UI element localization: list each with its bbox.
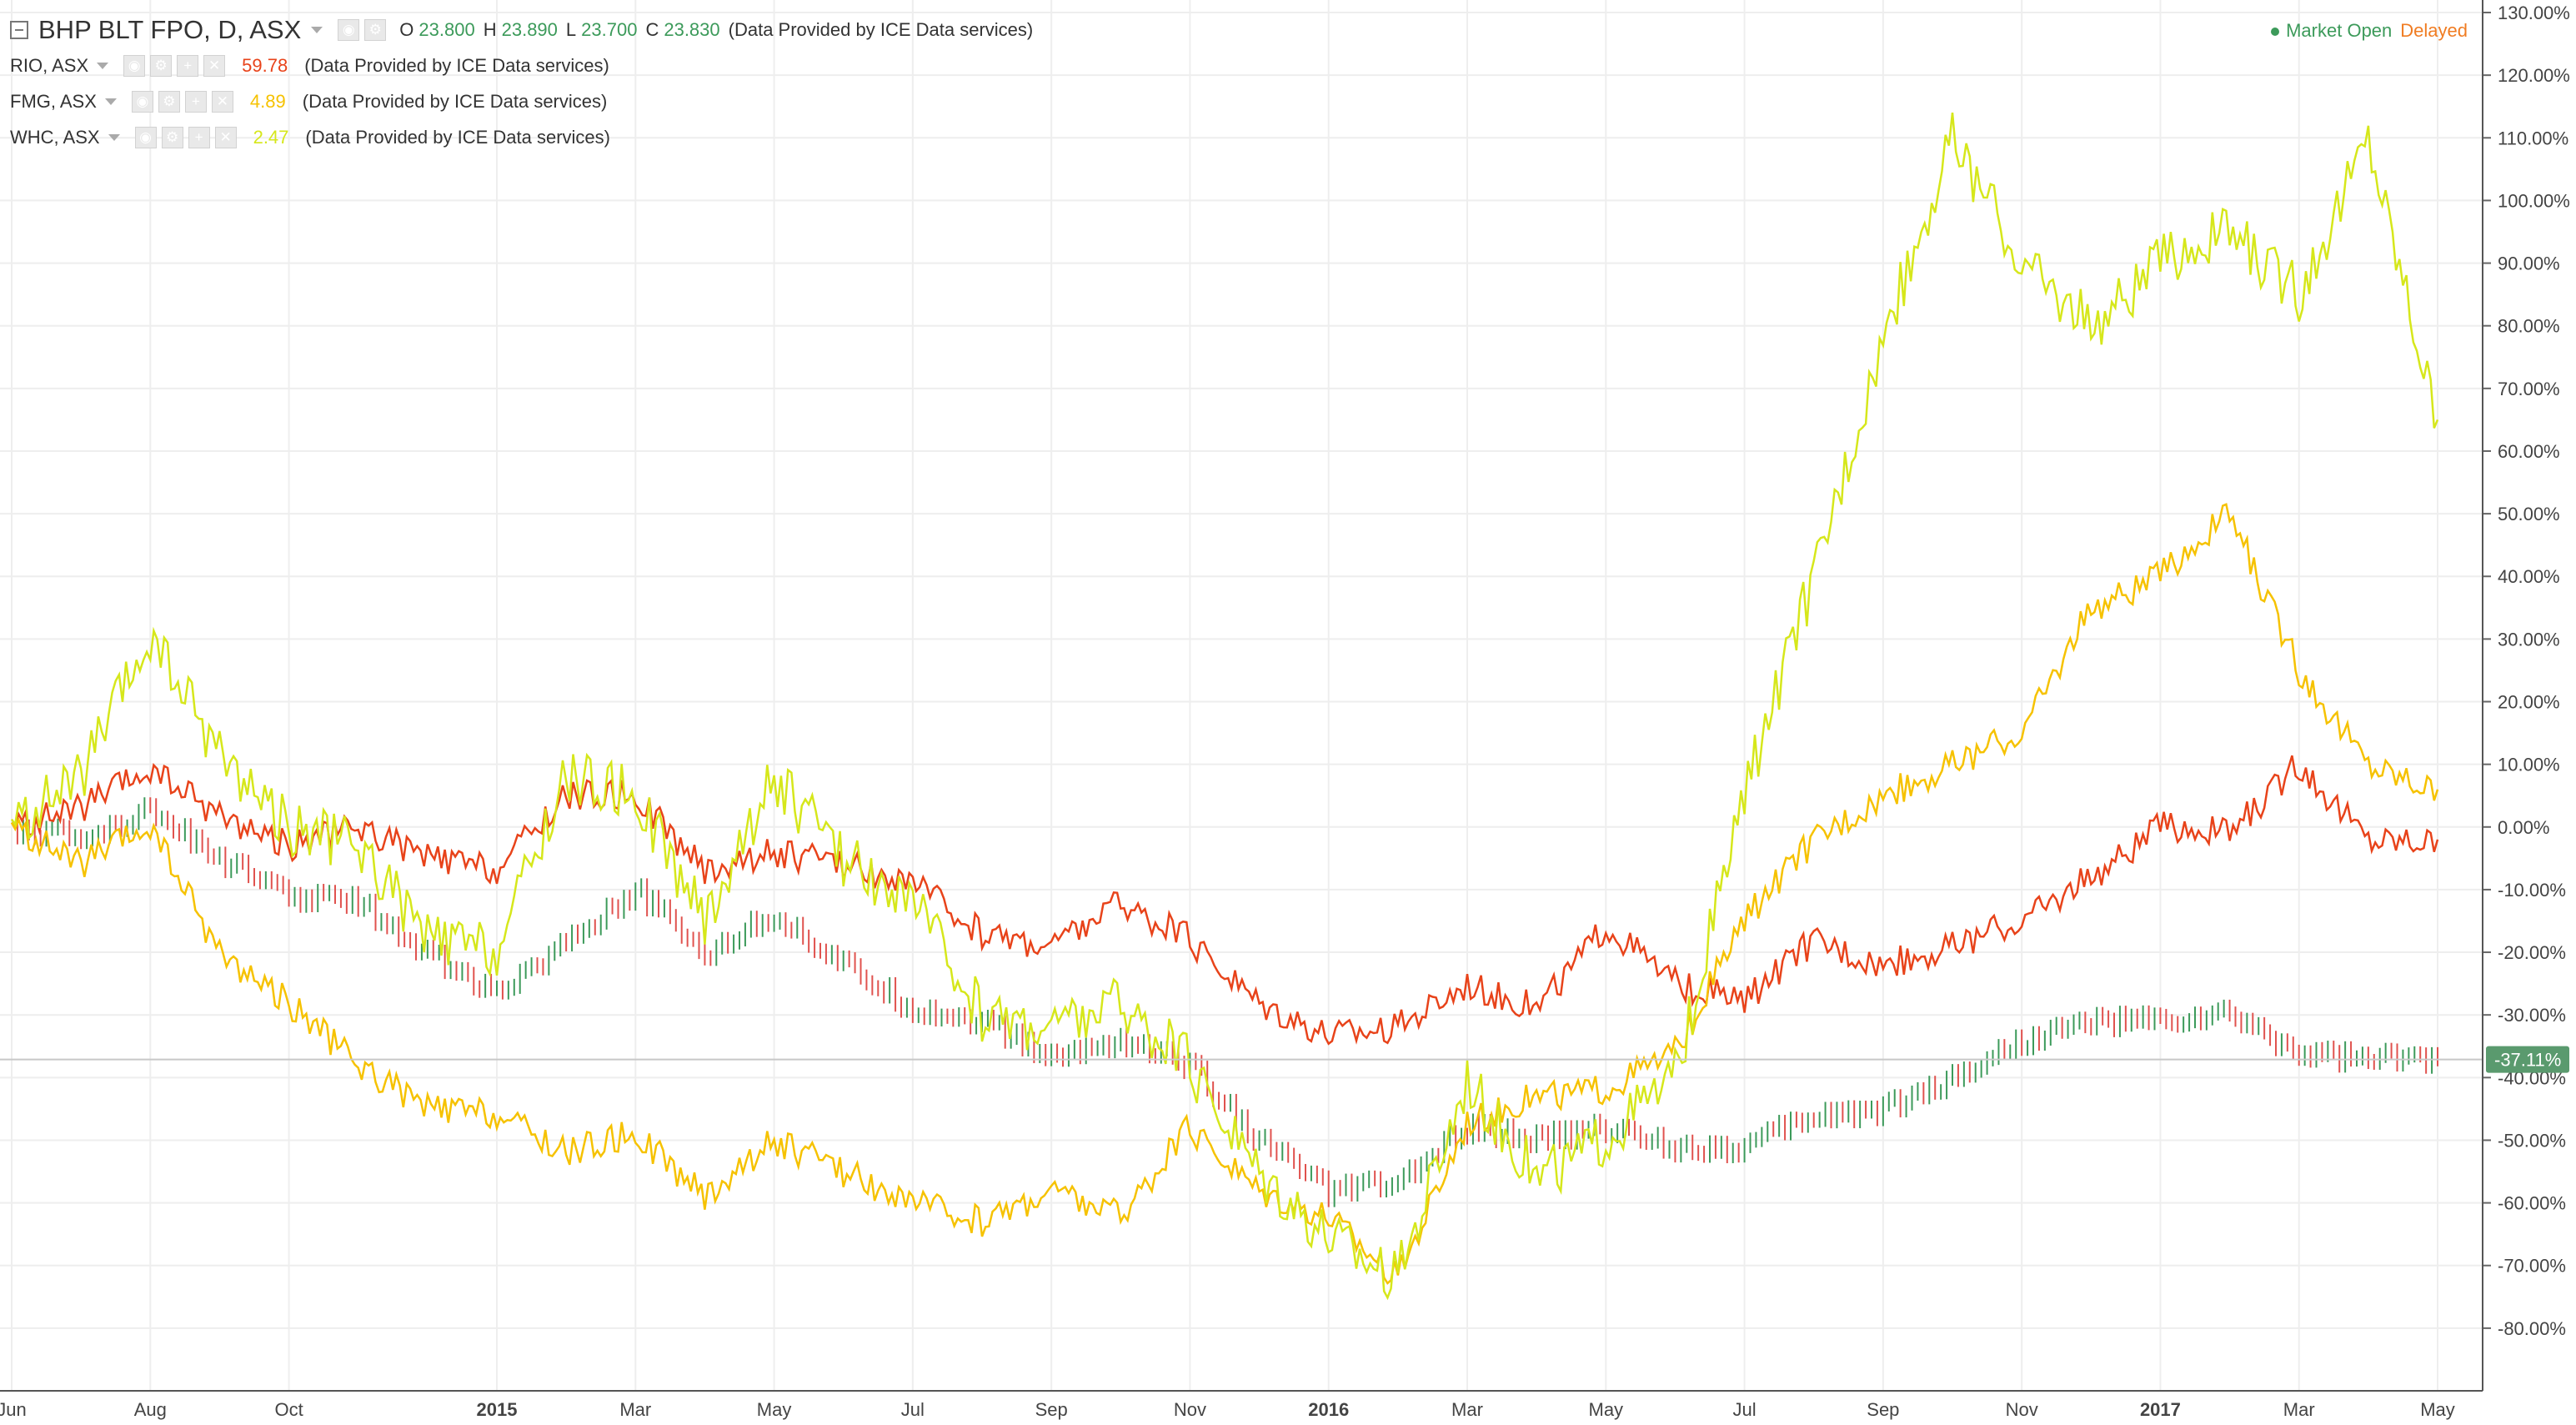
market-open-label: Market Open: [2286, 20, 2393, 41]
y-tick-label: 70.00%: [2498, 379, 2560, 399]
legend-row-fmg: FMG, ASX ◉ ⚙ + ✕ 4.89 (Data Provided by …: [10, 83, 1033, 119]
close-icon[interactable]: ✕: [211, 90, 233, 113]
chevron-down-icon[interactable]: [104, 98, 117, 105]
y-tick-label: -70.00%: [2498, 1256, 2566, 1277]
ohlc-low-key: L: [565, 18, 577, 40]
ohlc-open-value: 23.800: [418, 18, 475, 40]
x-tick-label: Mar: [619, 1399, 651, 1420]
delayed-label: Delayed: [2400, 20, 2468, 41]
price-badge: -37.11%: [2486, 1046, 2569, 1073]
y-tick-label: 0.00%: [2498, 817, 2549, 838]
chevron-down-icon[interactable]: [108, 133, 120, 141]
y-tick-label: 60.00%: [2498, 441, 2560, 462]
x-tick-label: Mar: [2283, 1399, 2315, 1420]
ohlc-high-key: H: [483, 18, 497, 40]
eye-icon[interactable]: ◉: [338, 18, 360, 41]
x-tick-label: 2015: [477, 1399, 518, 1420]
whc-symbol-label[interactable]: WHC, ASX: [10, 126, 100, 148]
y-tick-label: 90.00%: [2498, 253, 2560, 274]
collapse-toggle-icon[interactable]: [10, 20, 28, 39]
whc-line: [10, 112, 2439, 1301]
x-tick-label: Jun: [0, 1399, 27, 1420]
fmg-price: 4.89: [249, 90, 286, 112]
whc-price: 2.47: [253, 126, 289, 148]
legend-row-whc: WHC, ASX ◉ ⚙ + ✕ 2.47 (Data Provided by …: [10, 119, 1033, 155]
y-tick-label: -20.00%: [2498, 942, 2566, 963]
fmg-symbol-label[interactable]: FMG, ASX: [10, 90, 97, 112]
close-icon[interactable]: ✕: [214, 126, 237, 148]
x-tick-label: 2017: [2140, 1399, 2181, 1420]
x-tick-label: Oct: [274, 1399, 303, 1420]
fmg-provider-label: (Data Provided by ICE Data services): [302, 90, 608, 112]
y-tick-label: -30.00%: [2498, 1005, 2566, 1026]
x-tick-label: Sep: [1035, 1399, 1068, 1420]
main-symbol-label[interactable]: BHP BLT FPO, D, ASX: [38, 14, 302, 44]
y-tick-label: -80.00%: [2498, 1318, 2566, 1339]
grid: [0, 0, 2483, 1391]
x-tick-label: Nov: [2006, 1399, 2038, 1420]
x-tick-label: May: [757, 1399, 792, 1420]
x-tick-label: May: [2420, 1399, 2455, 1420]
market-status: Market Open Delayed: [2271, 20, 2468, 42]
x-tick-label: Jul: [1733, 1399, 1757, 1420]
y-tick-label: 110.00%: [2498, 128, 2568, 148]
plus-icon[interactable]: +: [177, 54, 199, 77]
rio-symbol-label[interactable]: RIO, ASX: [10, 54, 89, 76]
eye-icon[interactable]: ◉: [134, 126, 157, 148]
x-tick-label: Jul: [901, 1399, 925, 1420]
main-provider-label: (Data Provided by ICE Data services): [728, 18, 1034, 40]
legend-row-rio: RIO, ASX ◉ ⚙ + ✕ 59.78 (Data Provided by…: [10, 48, 1033, 83]
y-tick-label: 80.00%: [2498, 316, 2560, 337]
y-tick-label: 120.00%: [2498, 65, 2570, 86]
bhp-ohlc-bars: [16, 797, 2438, 1207]
ohlc-low-value: 23.700: [581, 18, 638, 40]
x-tick-label: May: [1589, 1399, 1624, 1420]
x-tick-label: Mar: [1451, 1399, 1483, 1420]
chevron-down-icon[interactable]: [311, 26, 323, 33]
gear-icon[interactable]: ⚙: [158, 90, 180, 113]
price-badge-box: [2486, 1046, 2569, 1073]
gear-icon[interactable]: ⚙: [161, 126, 183, 148]
y-tick-label: -10.00%: [2498, 880, 2566, 901]
plus-icon[interactable]: +: [188, 126, 210, 148]
rio-provider-label: (Data Provided by ICE Data services): [304, 54, 609, 76]
y-tick-label: 50.00%: [2498, 504, 2560, 524]
close-icon[interactable]: ✕: [203, 54, 226, 77]
y-tick-label: 100.00%: [2498, 190, 2570, 211]
x-tick-label: Nov: [1174, 1399, 1206, 1420]
y-tick-label: 130.00%: [2498, 3, 2570, 23]
ohlc-close-value: 23.830: [664, 18, 720, 40]
legend-row-main: BHP BLT FPO, D, ASX ◉ ⚙ O 23.800 H 23.89…: [10, 12, 1033, 48]
x-tick-label: 2016: [1308, 1399, 1349, 1420]
y-tick-label: -50.00%: [2498, 1130, 2566, 1151]
rio-line: [11, 755, 2439, 1046]
x-tick-label: Aug: [134, 1399, 167, 1420]
gear-icon[interactable]: ⚙: [364, 18, 387, 41]
comparison-lines: [10, 112, 2439, 1301]
ohlc-high-value: 23.890: [501, 18, 558, 40]
eye-icon[interactable]: ◉: [131, 90, 153, 113]
fmg-line: [10, 503, 2439, 1285]
y-tick-label: 40.00%: [2498, 566, 2560, 587]
gear-icon[interactable]: ⚙: [150, 54, 173, 77]
plus-icon[interactable]: +: [184, 90, 207, 113]
x-tick-label: Sep: [1867, 1399, 1899, 1420]
ohlc-open-key: O: [399, 18, 414, 40]
rio-price: 59.78: [242, 54, 288, 76]
eye-icon[interactable]: ◉: [123, 54, 146, 77]
ohlc-close-key: C: [645, 18, 659, 40]
market-open-dot-icon: [2271, 28, 2280, 37]
y-tick-label: 10.00%: [2498, 755, 2560, 775]
y-tick-label: -60.00%: [2498, 1193, 2566, 1214]
whc-provider-label: (Data Provided by ICE Data services): [305, 126, 610, 148]
y-tick-label: 20.00%: [2498, 692, 2560, 713]
legend: BHP BLT FPO, D, ASX ◉ ⚙ O 23.800 H 23.89…: [10, 12, 1033, 155]
y-tick-label: 30.00%: [2498, 629, 2560, 650]
chevron-down-icon[interactable]: [97, 62, 109, 69]
price-badge-label: -37.11%: [2494, 1050, 2561, 1071]
